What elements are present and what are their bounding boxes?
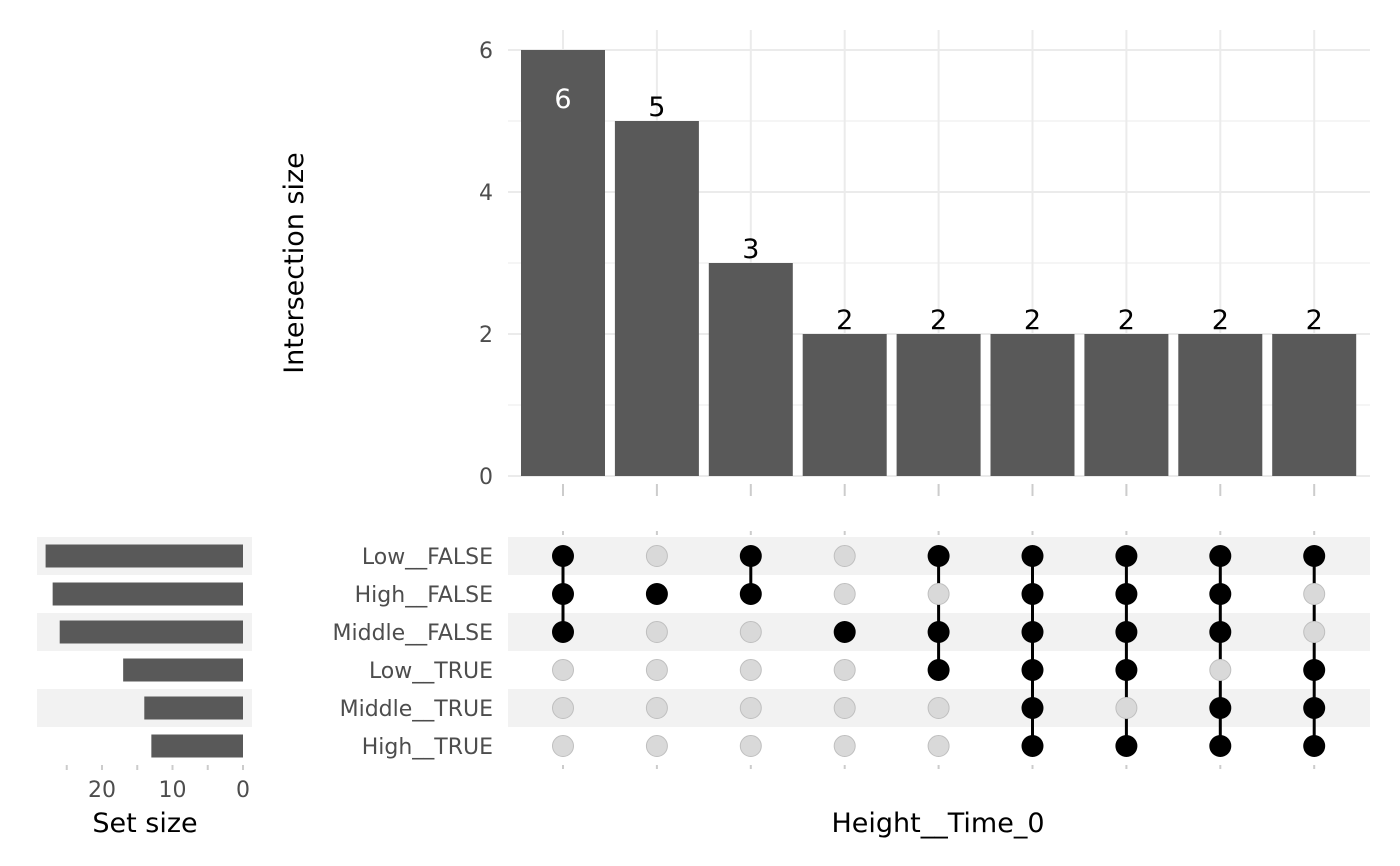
- set-size-bar: [59, 620, 244, 644]
- matrix-dot-inactive: [739, 621, 762, 643]
- matrix-dot-active: [1115, 621, 1138, 643]
- intersection-bar: [1178, 334, 1263, 476]
- x-axis-title: Height__Time_0: [831, 808, 1044, 839]
- matrix-dot-inactive: [833, 697, 856, 719]
- set-size-bar: [52, 582, 244, 606]
- matrix-dot-inactive: [739, 735, 762, 757]
- matrix-dot-inactive: [927, 583, 950, 605]
- intersection-bar: [521, 50, 605, 476]
- set-label: Middle__TRUE: [340, 697, 493, 722]
- y-tick-label: 2: [479, 323, 493, 348]
- matrix-dot-active: [1209, 583, 1232, 605]
- intersection-bar: [708, 263, 793, 476]
- intersection-bar-panel: 0 2 4 6 6 5 3 2 2 2 2 2 2: [479, 30, 1370, 496]
- matrix-dot-active: [1209, 545, 1232, 567]
- matrix-dot-active: [1021, 545, 1044, 567]
- matrix-dot-inactive: [645, 697, 668, 719]
- matrix-dot-active: [1021, 735, 1044, 757]
- matrix-dot-active: [739, 545, 762, 567]
- matrix-dot-active: [833, 621, 856, 643]
- bar-value-label: 5: [648, 92, 665, 123]
- matrix-dot-inactive: [833, 659, 856, 681]
- matrix-dot-inactive: [552, 735, 574, 757]
- matrix-dot-inactive: [645, 621, 668, 643]
- matrix-dot-active: [927, 545, 950, 567]
- intersection-bar: [990, 334, 1075, 476]
- matrix-dot-active: [552, 545, 574, 567]
- matrix-dot-active: [1021, 659, 1044, 681]
- matrix-dot-inactive: [645, 545, 668, 567]
- set-size-panel: 20 10 0: [37, 537, 252, 803]
- matrix-dot-active: [1115, 735, 1138, 757]
- matrix-dot-active: [1115, 545, 1138, 567]
- bar-value-label: 3: [742, 234, 759, 265]
- matrix-dot-active: [1209, 735, 1232, 757]
- set-size-bar: [151, 734, 243, 758]
- matrix-dot-active: [1303, 697, 1326, 719]
- bar-value-label: 6: [554, 84, 571, 115]
- set-size-tick-label: 0: [236, 778, 250, 803]
- matrix-dot-inactive: [1303, 583, 1326, 605]
- y-tick-label: 0: [479, 465, 493, 490]
- bar-value-label: 2: [836, 305, 853, 336]
- matrix-dot-active: [1303, 545, 1326, 567]
- matrix-dot-active: [1021, 697, 1044, 719]
- matrix-dot-inactive: [833, 735, 856, 757]
- matrix-dot-active: [645, 583, 668, 605]
- matrix-dot-active: [1115, 583, 1138, 605]
- set-size-bar: [144, 696, 243, 720]
- set-size-bar: [45, 544, 243, 568]
- set-label: High__TRUE: [362, 735, 493, 760]
- matrix-dot-inactive: [739, 697, 762, 719]
- matrix-dot-active: [1303, 735, 1326, 757]
- matrix-dot-active: [739, 583, 762, 605]
- matrix-dot-inactive: [833, 545, 856, 567]
- matrix-dot-inactive: [833, 583, 856, 605]
- matrix-dot-inactive: [645, 659, 668, 681]
- bar-value-label: 2: [1212, 305, 1229, 336]
- matrix-dot-inactive: [927, 735, 950, 757]
- intersection-matrix-panel: Low__FALSE High__FALSE Middle__FALSE Low__T…: [333, 531, 1370, 769]
- set-label: High__FALSE: [355, 583, 493, 608]
- matrix-dot-inactive: [552, 659, 574, 681]
- set-size-tick-label: 20: [88, 778, 116, 803]
- matrix-dot-active: [552, 621, 574, 643]
- matrix-dot-inactive: [1303, 621, 1326, 643]
- intersection-bar: [896, 334, 981, 476]
- matrix-dot-inactive: [552, 697, 574, 719]
- set-label: Middle__FALSE: [333, 621, 493, 646]
- matrix-dot-inactive: [1209, 659, 1232, 681]
- set-label: Low__TRUE: [369, 659, 493, 684]
- matrix-dot-inactive: [927, 697, 950, 719]
- intersection-bar: [614, 121, 699, 476]
- y-tick-label: 4: [479, 181, 493, 206]
- matrix-dot-active: [1303, 659, 1326, 681]
- set-size-tick-label: 10: [159, 778, 187, 803]
- matrix-dot-inactive: [739, 659, 762, 681]
- matrix-dot-active: [1021, 583, 1044, 605]
- matrix-dot-active: [1021, 621, 1044, 643]
- y-axis-title: Intersection size: [279, 152, 310, 374]
- matrix-dot-active: [552, 583, 574, 605]
- set-label: Low__FALSE: [362, 545, 493, 570]
- bar-value-label: 2: [1118, 305, 1135, 336]
- intersection-bar: [802, 334, 887, 476]
- intersection-bar: [1272, 334, 1357, 476]
- intersection-bar: [1084, 334, 1169, 476]
- matrix-dot-active: [1209, 697, 1232, 719]
- bar-value-label: 2: [930, 305, 947, 336]
- set-size-bar: [123, 658, 243, 682]
- y-tick-label: 6: [479, 39, 493, 64]
- set-size-axis-title: Set size: [92, 808, 197, 839]
- matrix-dot-active: [927, 659, 950, 681]
- matrix-dot-inactive: [1115, 697, 1138, 719]
- matrix-dot-inactive: [645, 735, 668, 757]
- matrix-dot-active: [1209, 621, 1232, 643]
- bar-value-label: 2: [1024, 305, 1041, 336]
- matrix-dot-active: [1115, 659, 1138, 681]
- matrix-dot-active: [927, 621, 950, 643]
- bar-value-label: 2: [1306, 305, 1323, 336]
